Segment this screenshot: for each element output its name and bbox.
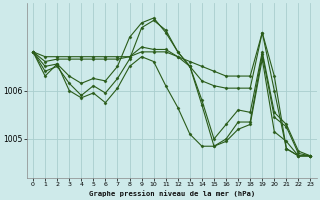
X-axis label: Graphe pression niveau de la mer (hPa): Graphe pression niveau de la mer (hPa) (89, 190, 255, 197)
